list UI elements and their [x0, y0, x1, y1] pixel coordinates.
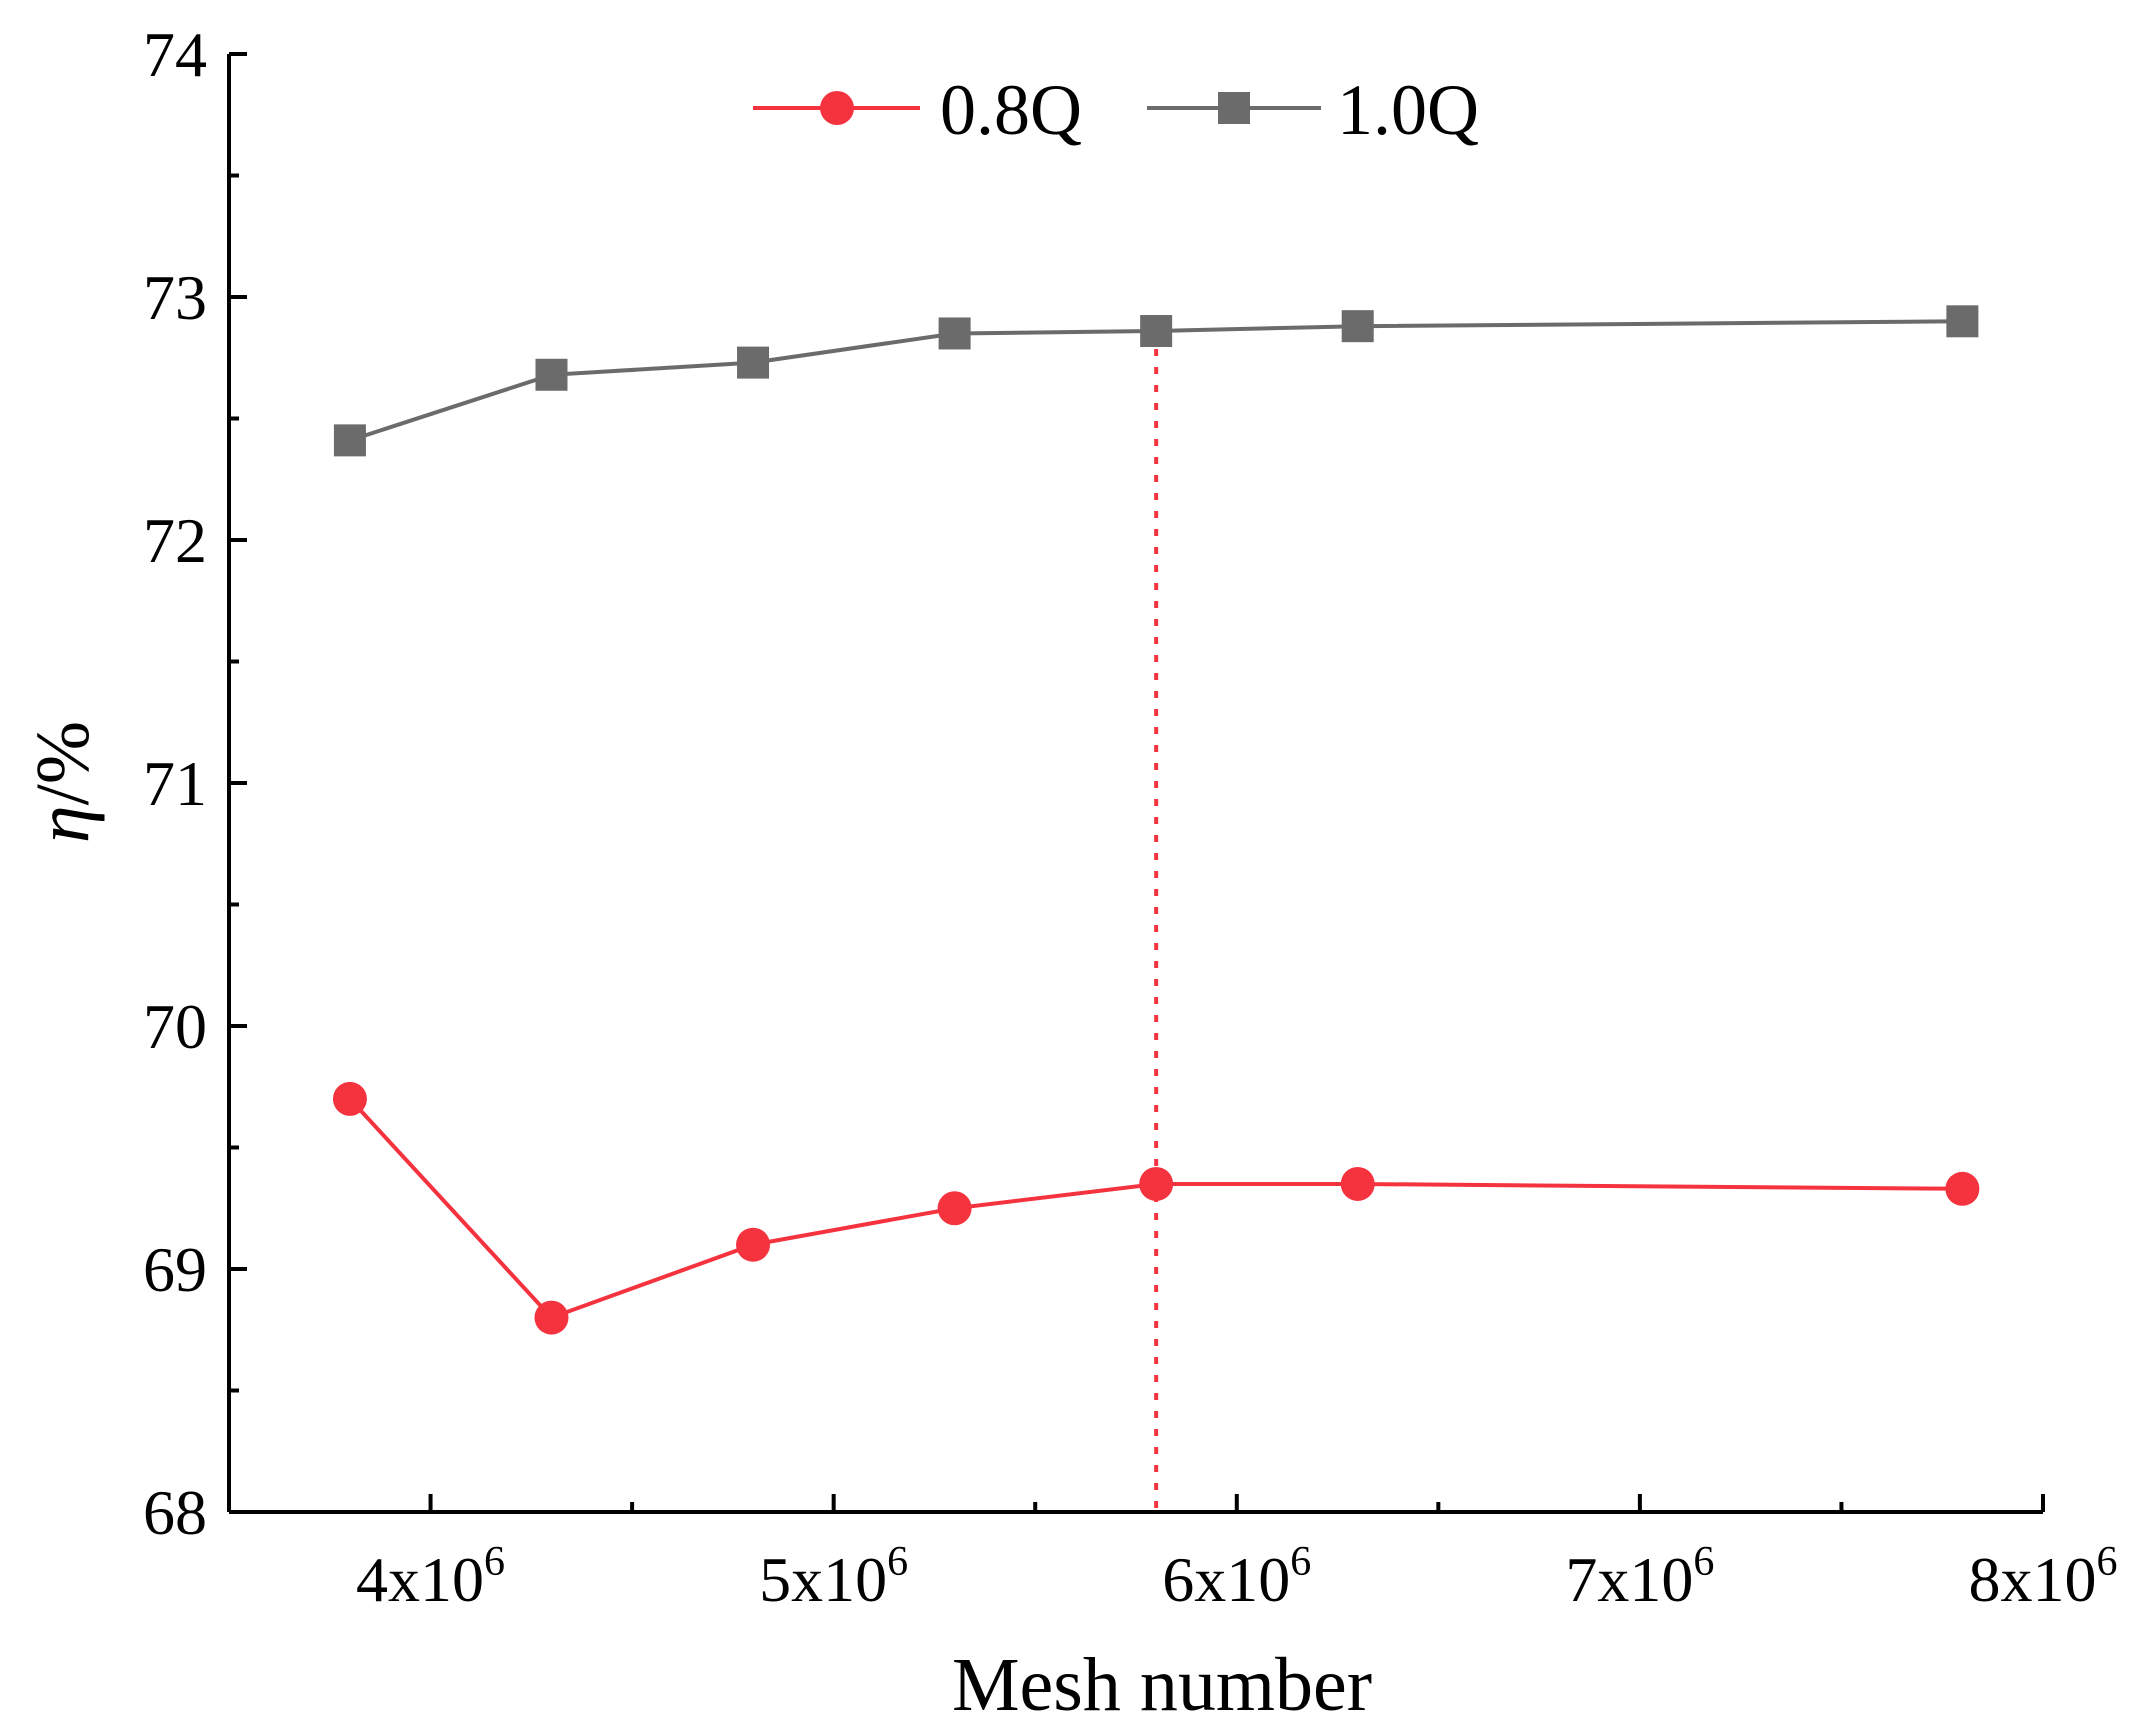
x-tick-label-exponent: 6 — [887, 1539, 908, 1585]
y-axis-title-unit: /% — [21, 721, 105, 805]
x-tick-label: 5x106 — [759, 1539, 908, 1615]
y-tick-label: 71 — [143, 748, 207, 819]
series-10q-point — [333, 424, 366, 457]
x-tick-label-base: 7x10 — [1565, 1544, 1693, 1615]
x-tick-label: 7x106 — [1565, 1539, 1714, 1615]
x-tick-label: 4x106 — [356, 1539, 505, 1615]
series-08q-line — [348, 1097, 1963, 1320]
series-08q-point — [937, 1191, 972, 1226]
y-tick-label: 74 — [143, 19, 207, 90]
series-08q-point — [1139, 1166, 1174, 1201]
y-axis-title-symbol: η — [21, 805, 105, 843]
x-tick-label-exponent: 6 — [2097, 1539, 2118, 1585]
y-tick-label: 70 — [143, 991, 207, 1062]
y-tick-label: 73 — [143, 262, 207, 333]
series-10q-point — [535, 358, 568, 391]
y-tick-label: 72 — [143, 505, 207, 576]
legend-0.8q-marker — [820, 91, 854, 125]
series-10q-point — [1341, 310, 1374, 343]
series-08q-point — [1340, 1166, 1375, 1201]
x-axis-title: Mesh number — [952, 1643, 1372, 1726]
axes-layer — [227, 54, 2043, 1514]
legend-1.0q-marker — [1218, 92, 1250, 124]
series-08q-point — [1945, 1171, 1980, 1206]
legend-1.0q-label: 1.0Q — [1337, 70, 1479, 150]
series-10q-point — [737, 346, 770, 379]
x-tick-label-exponent: 6 — [1693, 1539, 1714, 1585]
y-tick-label: 69 — [143, 1234, 207, 1305]
x-tick-label-exponent: 6 — [1290, 1539, 1311, 1585]
x-tick-label-base: 4x10 — [356, 1544, 484, 1615]
series-08q-point — [736, 1227, 771, 1262]
series-08q-point — [332, 1081, 367, 1116]
x-tick-label-base: 5x10 — [759, 1544, 887, 1615]
series-10q-point — [1140, 315, 1173, 348]
series-10q-point — [1946, 305, 1979, 338]
y-axis-title: η/% — [21, 721, 105, 843]
legend-0.8q-label: 0.8Q — [940, 70, 1082, 150]
series-layer — [332, 305, 1980, 1335]
x-tick-label-base: 8x10 — [1969, 1544, 2097, 1615]
x-tick-label-exponent: 6 — [484, 1539, 505, 1585]
x-tick-label: 6x106 — [1162, 1539, 1311, 1615]
y-tick-label: 68 — [143, 1477, 207, 1548]
series-10q-point — [938, 317, 971, 350]
x-tick-label-base: 6x10 — [1162, 1544, 1290, 1615]
series-08q-point — [534, 1300, 569, 1335]
legend: 0.8Q 1.0Q — [753, 70, 1479, 150]
x-tick-label: 8x106 — [1969, 1539, 2118, 1615]
